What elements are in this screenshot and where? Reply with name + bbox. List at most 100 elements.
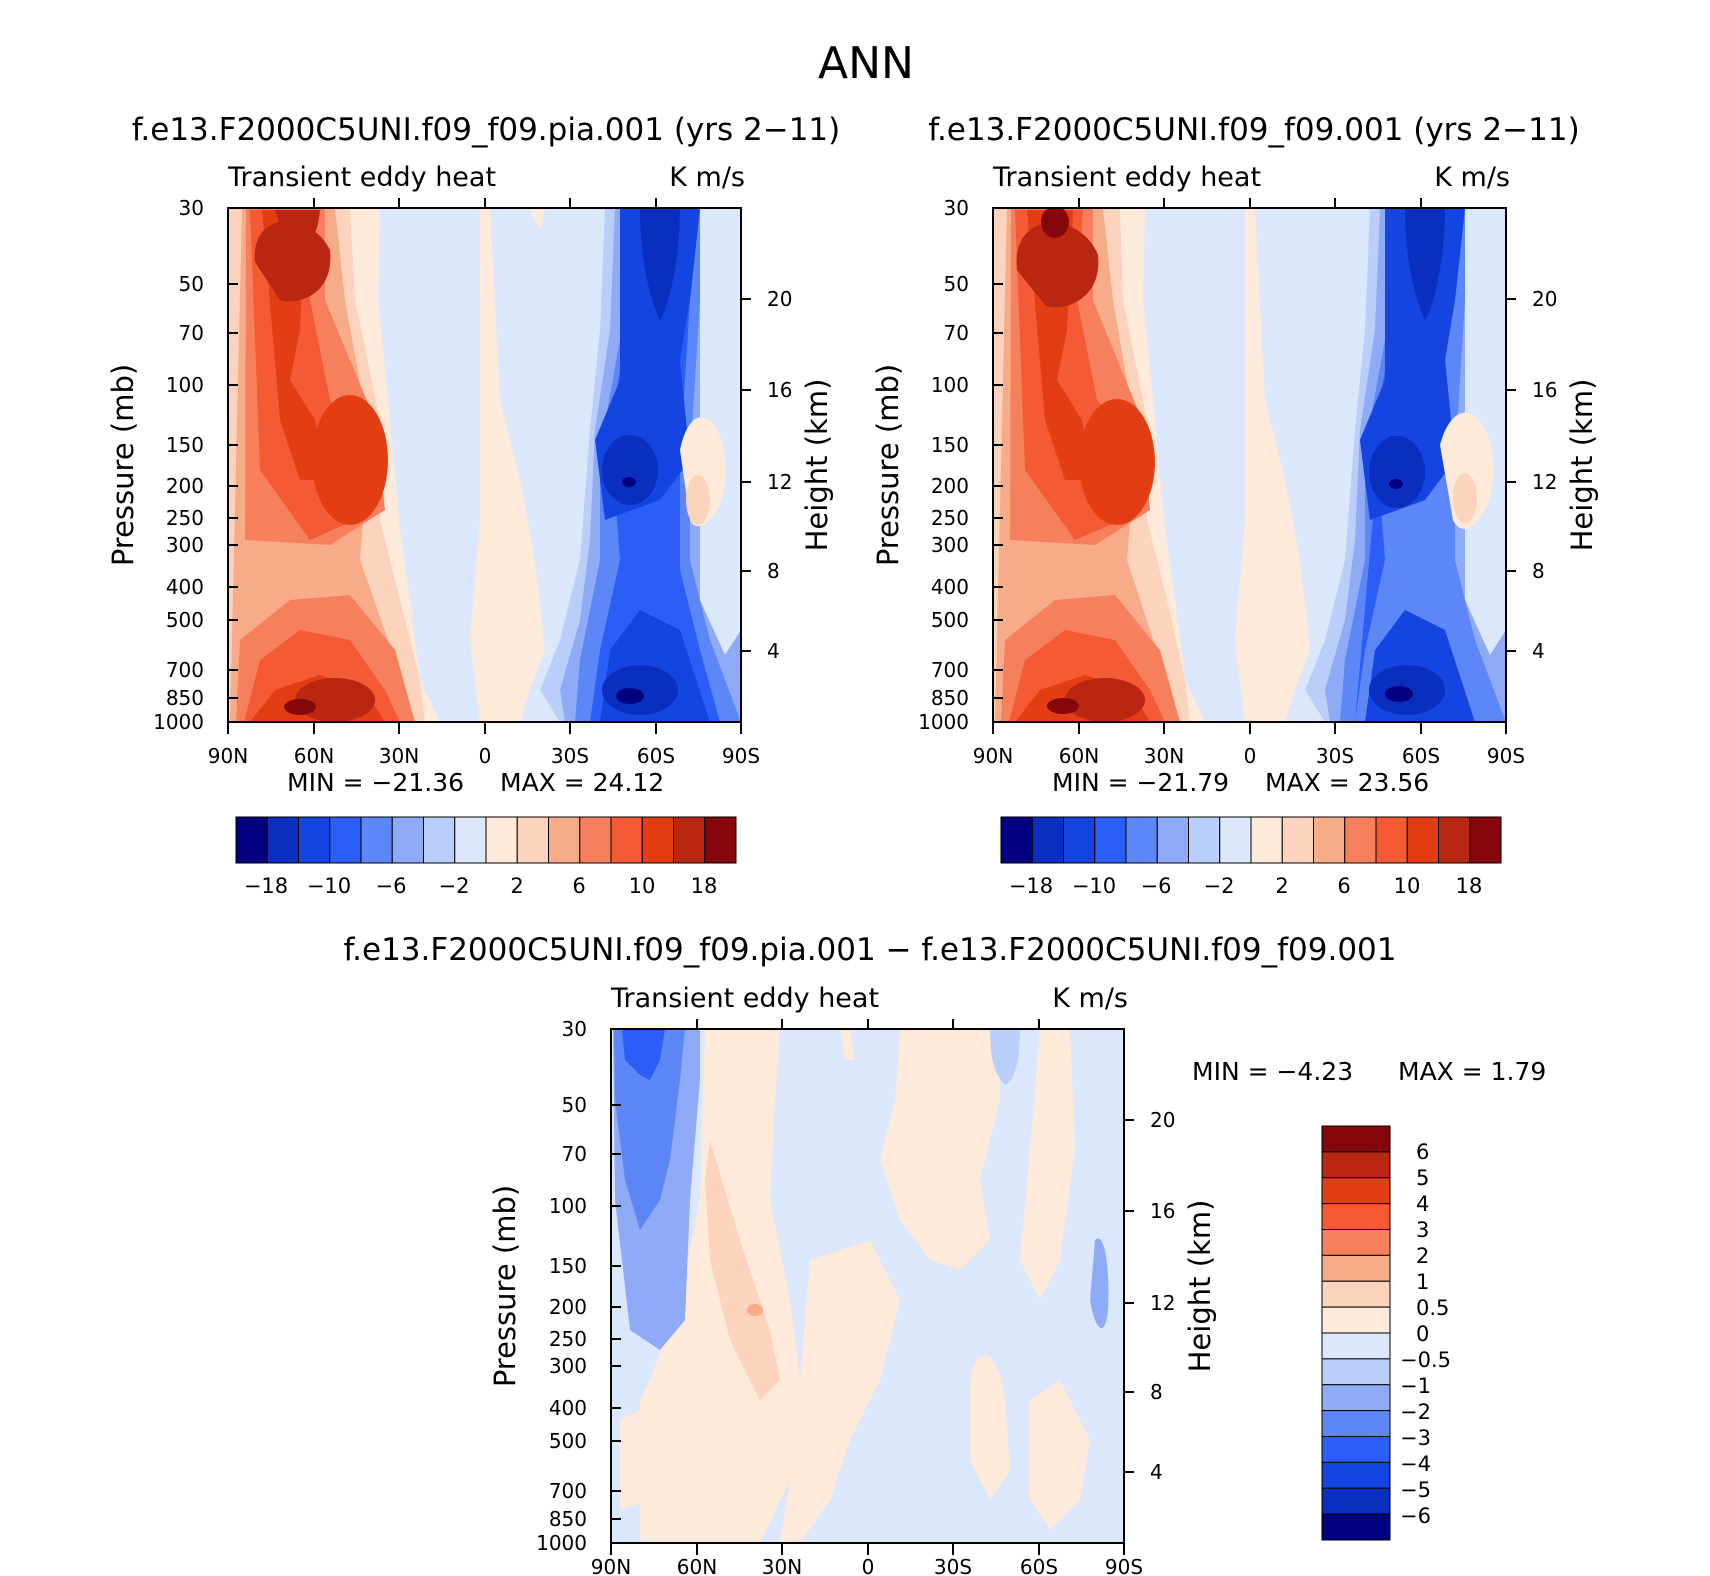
colorbar-swatch	[1094, 816, 1127, 864]
panel-case-cb-label: −6	[376, 874, 407, 898]
panel-control-xtick-0: 0	[1244, 744, 1257, 768]
panel-difference-ylabel-right: Height (km)	[1183, 1200, 1217, 1373]
colorbar-swatch	[454, 816, 487, 864]
panel-control-x-axis: 90N 60N 30N 0 30S 60S 90S	[973, 198, 1525, 768]
panel-difference-ytick-100: 100	[549, 1194, 587, 1218]
panel-difference-ytick-1000: 1000	[536, 1531, 587, 1555]
panel-difference-cb-label: −6	[1400, 1504, 1431, 1528]
panel-difference-xtick-30N: 30N	[762, 1555, 802, 1576]
panel-control-cb-label: −2	[1204, 874, 1235, 898]
panel-case-htick-4: 4	[767, 639, 780, 663]
panel-difference-colorbar: 6 5 4 3 2 1 0.5 0 −0.5 −1 −2 −3 −4 −5 −6	[1321, 1125, 1451, 1541]
colorbar-swatch	[516, 816, 549, 864]
panel-difference-cb-label: 2	[1416, 1244, 1429, 1268]
colorbar-swatch	[673, 816, 706, 864]
panel-difference-htick-4: 4	[1150, 1460, 1163, 1484]
panel-control-htick-4: 4	[1532, 639, 1545, 663]
panel-control-contours	[993, 208, 1506, 722]
panel-difference-cb-label: −0.5	[1400, 1348, 1451, 1372]
panel-difference-ytick-850: 850	[549, 1507, 587, 1531]
panel-difference-cb-label: −4	[1400, 1452, 1431, 1476]
colorbar-swatch	[704, 816, 737, 864]
colorbar-swatch	[1321, 1125, 1391, 1153]
panel-case-xtick-90S: 90S	[722, 744, 760, 768]
panel-difference-cb-label: −3	[1400, 1426, 1431, 1450]
panel-difference-ytick-70: 70	[562, 1142, 587, 1166]
colorbar-swatch	[548, 816, 581, 864]
panel-difference-cb-label: 6	[1416, 1140, 1429, 1164]
colorbar-swatch	[1125, 816, 1158, 864]
panel-case-colorbar-swatches	[235, 816, 737, 864]
panel-control-xtick-30N: 30N	[1144, 744, 1184, 768]
colorbar-swatch	[1321, 1332, 1391, 1360]
panel-difference-max: MAX = 1.79	[1398, 1057, 1546, 1086]
panel-difference-xtick-30S: 30S	[934, 1555, 972, 1576]
panel-difference-ytick-300: 300	[549, 1354, 587, 1378]
panel-difference-htick-8: 8	[1150, 1380, 1163, 1404]
colorbar-swatch	[1321, 1229, 1391, 1256]
panel-case-cb-label: −18	[244, 874, 288, 898]
colorbar-swatch	[1250, 816, 1283, 864]
panel-difference-xtick-0: 0	[862, 1555, 875, 1576]
panel-case-ylabel-right: Height (km)	[800, 379, 834, 552]
panel-difference-htick-12: 12	[1150, 1291, 1175, 1315]
panel-control-cb-label: −6	[1141, 874, 1172, 898]
panel-control-right-axis: 4 8 12 16 20	[1506, 287, 1557, 663]
panel-control-cb-label: 2	[1275, 874, 1288, 898]
panel-control-max: MAX = 23.56	[1265, 768, 1429, 797]
colorbar-swatch	[1321, 1436, 1391, 1463]
colorbar-swatch	[641, 816, 674, 864]
colorbar-swatch	[1321, 1151, 1391, 1179]
panel-control-ytick-400: 400	[931, 575, 969, 599]
panel-control-ytick-500: 500	[931, 608, 969, 632]
panel-control-xtick-60N: 60N	[1059, 744, 1099, 768]
panel-control-cb-label: −10	[1072, 874, 1116, 898]
panel-case-title: f.e13.F2000C5UNI.f09_f09.pia.001 (yrs 2−…	[132, 112, 841, 148]
panel-case-field-name: Transient eddy heat	[227, 162, 496, 193]
colorbar-swatch	[1321, 1254, 1391, 1282]
panel-difference-ytick-30: 30	[562, 1017, 587, 1041]
panel-case-xtick-60S: 60S	[637, 744, 675, 768]
panel-control-ytick-50: 50	[944, 272, 969, 296]
panel-control-ylabel: Pressure (mb)	[871, 364, 905, 566]
panel-case-ytick-500: 500	[166, 608, 204, 632]
panel-control-ytick-700: 700	[931, 658, 969, 682]
panel-difference-ylabel: Pressure (mb)	[488, 1185, 522, 1387]
panel-case-max: MAX = 24.12	[500, 768, 664, 797]
panel-control-xtick-90S: 90S	[1487, 744, 1525, 768]
panel-difference-x-axis: 90N 60N 30N 0 30S 60S 90S	[591, 1019, 1143, 1576]
panel-difference-right-axis: 4 8 12 16 20	[1124, 1108, 1175, 1484]
colorbar-swatch	[329, 816, 362, 864]
panel-case-ytick-400: 400	[166, 575, 204, 599]
panel-case-cb-label: 2	[510, 874, 523, 898]
panel-case-htick-8: 8	[767, 559, 780, 583]
panel-difference-htick-16: 16	[1150, 1199, 1175, 1223]
panel-case-ylabel: Pressure (mb)	[106, 364, 140, 566]
colorbar-swatch	[1321, 1487, 1391, 1515]
panel-control-ytick-150: 150	[931, 433, 969, 457]
colorbar-swatch	[1469, 816, 1502, 864]
colorbar-swatch	[610, 816, 643, 864]
colorbar-swatch	[1321, 1513, 1391, 1541]
panel-control-title: f.e13.F2000C5UNI.f09_f09.001 (yrs 2−11)	[928, 112, 1579, 148]
panel-difference-ytick-150: 150	[549, 1254, 587, 1278]
panel-control-ytick-30: 30	[944, 196, 969, 220]
panel-case-xtick-0: 0	[479, 744, 492, 768]
colorbar-swatch	[1321, 1410, 1391, 1437]
panel-control-ytick-300: 300	[931, 533, 969, 557]
panel-control-xtick-30S: 30S	[1316, 744, 1354, 768]
colorbar-swatch	[1321, 1280, 1391, 1308]
colorbar-swatch	[298, 816, 331, 864]
panel-difference-cb-label: −1	[1400, 1374, 1431, 1398]
panel-difference-cb-label: −2	[1400, 1400, 1431, 1424]
panel-case-ytick-50: 50	[179, 272, 204, 296]
panel-difference-cb-label: 4	[1416, 1192, 1429, 1216]
panel-control-cb-label: 18	[1456, 874, 1483, 898]
panel-control-xtick-90N: 90N	[973, 744, 1013, 768]
panel-case-xtick-30N: 30N	[379, 744, 419, 768]
panel-difference-cb-label: 1	[1416, 1270, 1429, 1294]
panel-difference-xtick-90S: 90S	[1105, 1555, 1143, 1576]
panel-difference-min: MIN = −4.23	[1192, 1057, 1353, 1086]
panel-control-ytick-850: 850	[931, 686, 969, 710]
panel-difference-ytick-250: 250	[549, 1327, 587, 1351]
